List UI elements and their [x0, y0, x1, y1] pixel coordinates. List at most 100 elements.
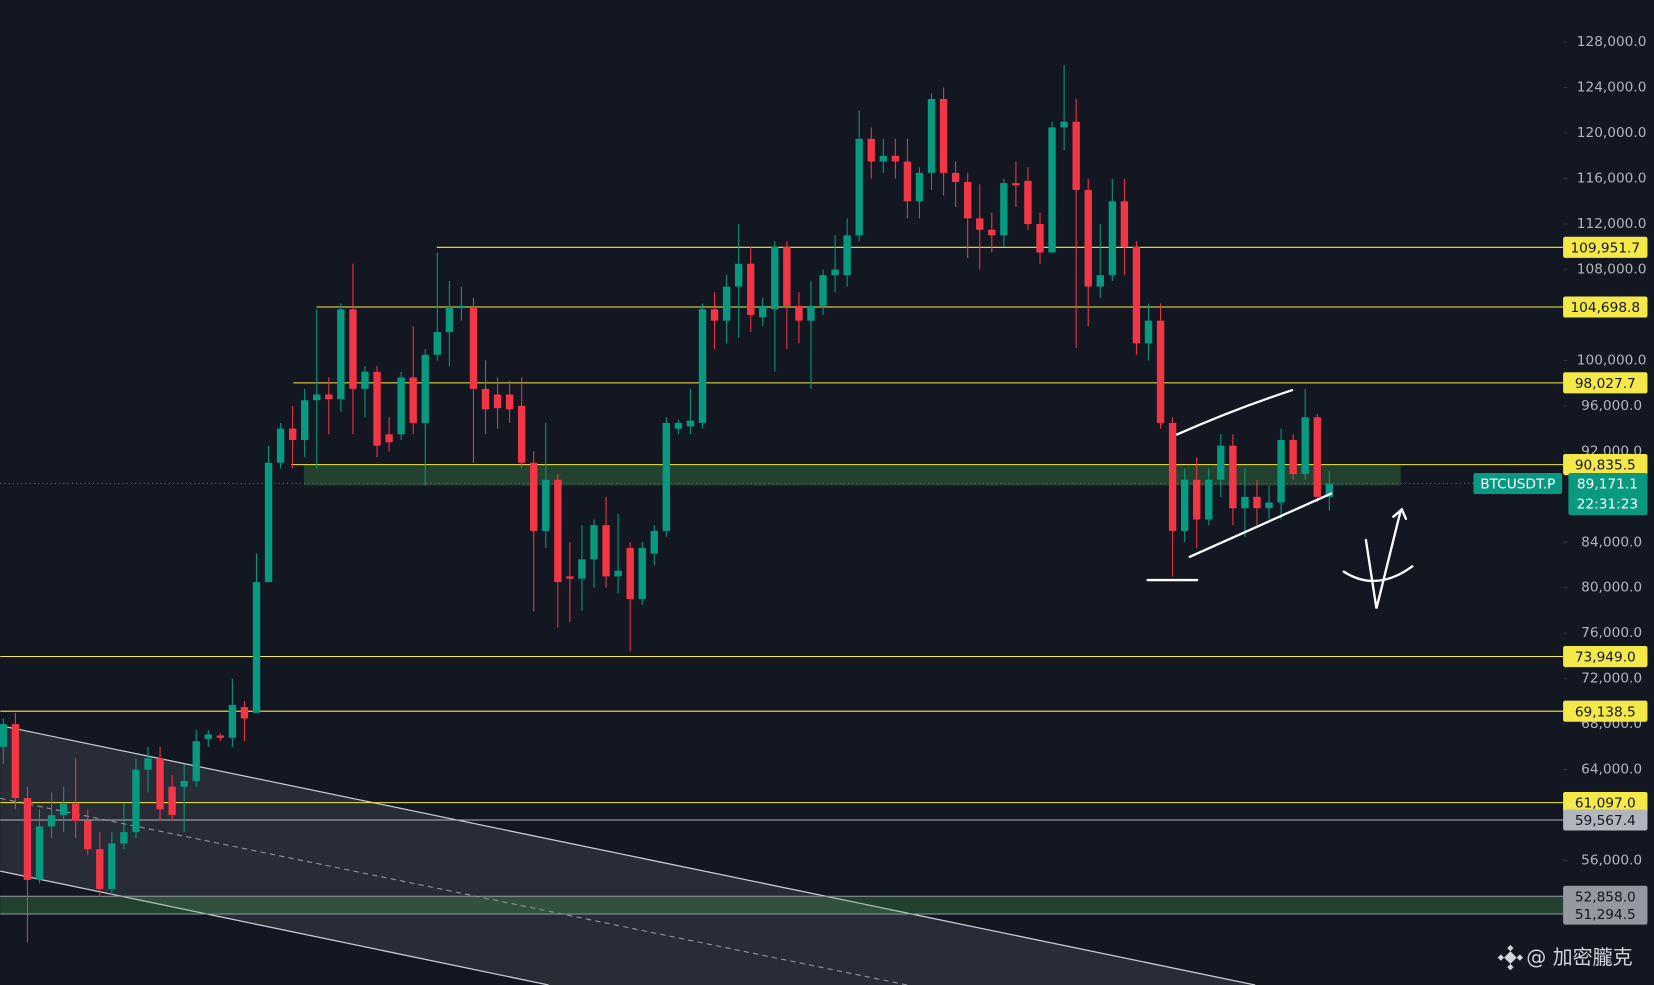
- candle-body: [337, 309, 345, 400]
- y-tick-label: 84,000.0: [1581, 534, 1642, 550]
- price-tag-label: 61,097.0: [1575, 796, 1636, 812]
- drawn-line: [1175, 389, 1294, 436]
- candle-body: [1253, 496, 1261, 509]
- candles: [0, 64, 1333, 943]
- candle-body: [1156, 320, 1165, 423]
- candle-body: [108, 843, 116, 889]
- candle-body: [59, 803, 68, 816]
- candle-body: [554, 479, 562, 583]
- candle-body: [1072, 121, 1080, 190]
- candle-body: [1313, 417, 1321, 497]
- candle-body: [1217, 445, 1225, 480]
- candle-body: [23, 798, 32, 880]
- candle-body: [228, 704, 237, 738]
- candle-body: [144, 758, 152, 770]
- candle-body: [204, 734, 212, 739]
- price-tag-label: 59,567.4: [1575, 813, 1636, 829]
- candle-body: [264, 462, 273, 583]
- candle-body: [493, 394, 502, 409]
- candle-body: [638, 547, 646, 600]
- candle-body: [1205, 479, 1213, 520]
- candle-body: [939, 99, 948, 173]
- candle-body: [192, 741, 200, 781]
- candle-body: [120, 832, 128, 844]
- candle-body: [1144, 320, 1153, 344]
- candle-body: [11, 724, 20, 799]
- candle-body: [1193, 479, 1201, 520]
- candle-body: [963, 181, 972, 219]
- price-tag-label: 52,858.0: [1575, 889, 1636, 905]
- candle-body: [747, 263, 755, 315]
- y-tick-label: 76,000.0: [1581, 625, 1642, 641]
- candle-body: [734, 263, 743, 287]
- zones: [0, 464, 1564, 915]
- candle-body: [686, 420, 695, 427]
- candle-body: [542, 479, 550, 531]
- candle-body: [951, 172, 960, 182]
- zone: [0, 896, 1564, 915]
- last-price-tag: [1568, 472, 1648, 516]
- candle-body: [1265, 502, 1273, 509]
- levels: [0, 246, 1564, 915]
- candle-body: [0, 724, 8, 747]
- candle-body: [891, 155, 900, 162]
- candle-body: [397, 377, 405, 435]
- price-tag-label: 73,949.0: [1575, 650, 1636, 666]
- price-tag: [1563, 296, 1648, 318]
- candle-body: [1000, 183, 1008, 236]
- zone: [303, 464, 1401, 486]
- candle-body: [132, 769, 140, 833]
- candle-body: [759, 305, 767, 318]
- candle-body: [1036, 224, 1044, 253]
- channel-lower: [0, 870, 549, 985]
- candle-body: [240, 707, 249, 719]
- candle-body: [1168, 422, 1177, 531]
- price-tag: [1563, 372, 1648, 394]
- candle-body: [650, 530, 658, 554]
- y-tick-label: 124,000.0: [1577, 80, 1647, 96]
- y-tick-label: 116,000.0: [1577, 171, 1647, 187]
- candle-body: [1024, 180, 1032, 225]
- price-tags: 109,951.7 104,698.8 98,027.7 90,835.5 73,949…: [1473, 236, 1648, 925]
- price-tag: [1563, 903, 1648, 925]
- y-tick-label: 128,000.0: [1577, 34, 1647, 50]
- candle-body: [313, 394, 321, 401]
- symbol-tag: [1473, 472, 1563, 495]
- price-tag: [1563, 236, 1648, 258]
- candle-body: [1229, 445, 1237, 509]
- last-price-label: 89,171.1: [1577, 477, 1638, 493]
- y-tick-label: 108,000.0: [1577, 261, 1647, 277]
- candle-body: [927, 99, 936, 173]
- candle-body: [819, 275, 827, 306]
- candle-body: [385, 434, 393, 443]
- price-tag: [1563, 454, 1648, 476]
- price-tag: [1563, 885, 1648, 907]
- price-tag-label: 104,698.8: [1570, 300, 1640, 316]
- candle-body: [566, 576, 574, 579]
- candle-body: [710, 309, 719, 321]
- candle-body: [1012, 183, 1020, 186]
- y-tick-label: 100,000.0: [1577, 352, 1647, 368]
- price-tag-label: 109,951.7: [1570, 240, 1640, 256]
- price-tag-label: 51,294.5: [1575, 907, 1636, 923]
- candle-body: [903, 161, 912, 202]
- candle-body: [156, 758, 164, 810]
- candle-body: [84, 820, 92, 850]
- candle-body: [807, 305, 815, 321]
- price-tag-label: 98,027.7: [1575, 376, 1636, 392]
- candle-body: [47, 815, 56, 827]
- drawn-arrow: [1364, 507, 1408, 609]
- y-tick-label: 80,000.0: [1581, 580, 1642, 596]
- hand-drawing: [1146, 389, 1414, 609]
- candle-body: [505, 394, 514, 410]
- price-tag: [1563, 809, 1648, 831]
- channel-upper: [0, 724, 1256, 985]
- candle-body: [1060, 121, 1068, 128]
- y-tick-label: 56,000.0: [1581, 853, 1642, 869]
- candle-body: [168, 786, 176, 816]
- channel-mid: [0, 797, 908, 985]
- candle-body: [590, 525, 598, 560]
- candle-body: [855, 138, 863, 236]
